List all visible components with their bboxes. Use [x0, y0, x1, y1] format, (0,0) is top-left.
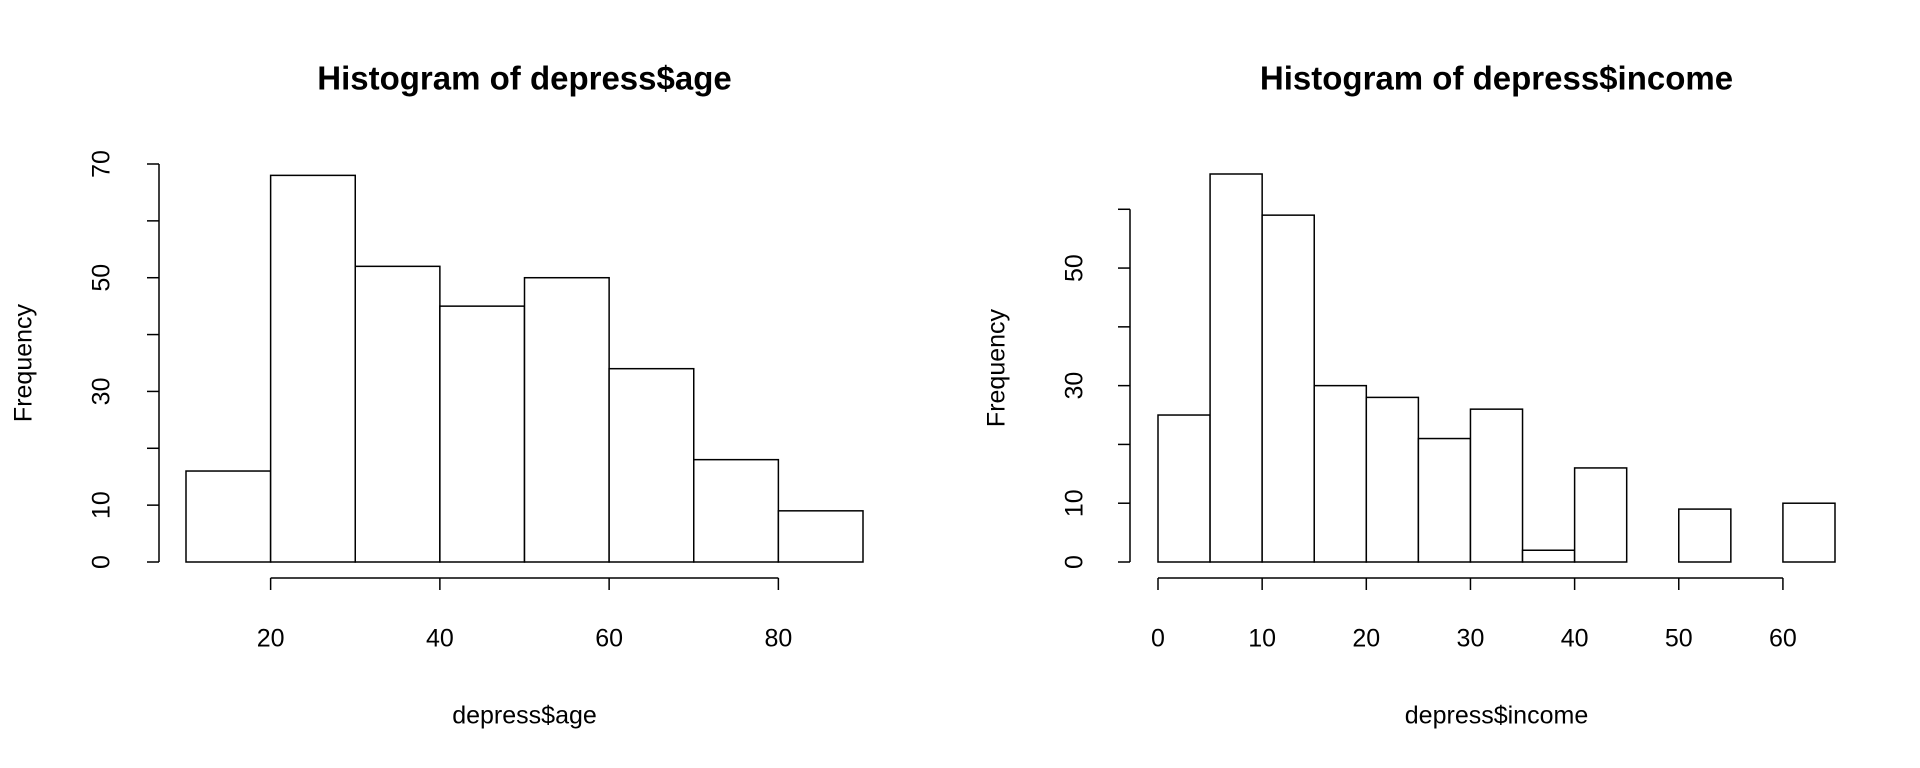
histogram-bar	[1573, 467, 1628, 563]
x-tick-label: 40	[426, 625, 454, 653]
y-axis-label: Frequency	[10, 303, 38, 422]
histogram-bar	[1678, 508, 1732, 563]
histogram-bar	[1313, 384, 1368, 563]
histogram-bar	[1521, 549, 1576, 563]
histogram-bar	[523, 276, 610, 563]
y-tick-label: 50	[1061, 254, 1089, 282]
histogram-bar	[777, 510, 864, 563]
x-tick-label: 20	[257, 625, 285, 653]
histogram-bar	[185, 470, 272, 563]
y-tick-label: 70	[88, 150, 116, 178]
x-tick-label: 0	[1151, 625, 1165, 653]
x-axis-label: depress$income	[1405, 702, 1588, 730]
y-tick-label: 30	[1061, 372, 1089, 400]
histogram-bar	[608, 367, 695, 563]
chart-title: Histogram of depress$income	[1260, 60, 1733, 97]
x-tick-label: 30	[1457, 625, 1485, 653]
x-tick-label: 10	[1248, 625, 1276, 653]
histogram-bar	[1469, 408, 1524, 563]
histogram-bar	[1782, 502, 1836, 563]
x-axis-label: depress$age	[452, 702, 597, 730]
histogram-bar	[1209, 173, 1263, 563]
histogram-bar	[439, 305, 526, 563]
y-tick-label: 10	[88, 491, 116, 519]
histogram-bar	[693, 458, 780, 563]
histogram-bar	[1157, 414, 1211, 563]
x-tick-label: 40	[1561, 625, 1589, 653]
y-axis-label: Frequency	[983, 308, 1011, 427]
y-tick-label: 0	[88, 555, 116, 569]
histogram-bar	[1365, 396, 1420, 563]
x-tick-label: 60	[1769, 625, 1797, 653]
y-tick-label: 0	[1061, 555, 1089, 569]
x-tick-label: 20	[1352, 625, 1380, 653]
histogram-bar	[269, 174, 356, 563]
x-tick-label: 50	[1665, 625, 1693, 653]
x-tick-label: 60	[595, 625, 623, 653]
histogram-bar	[1417, 437, 1472, 563]
y-tick-label: 10	[1061, 489, 1089, 517]
x-tick-label: 80	[764, 625, 792, 653]
y-tick-label: 50	[88, 264, 116, 292]
y-tick-label: 30	[88, 378, 116, 406]
chart-title: Histogram of depress$age	[317, 60, 731, 97]
histogram-bar	[1261, 214, 1315, 563]
histogram-bar	[354, 265, 441, 563]
